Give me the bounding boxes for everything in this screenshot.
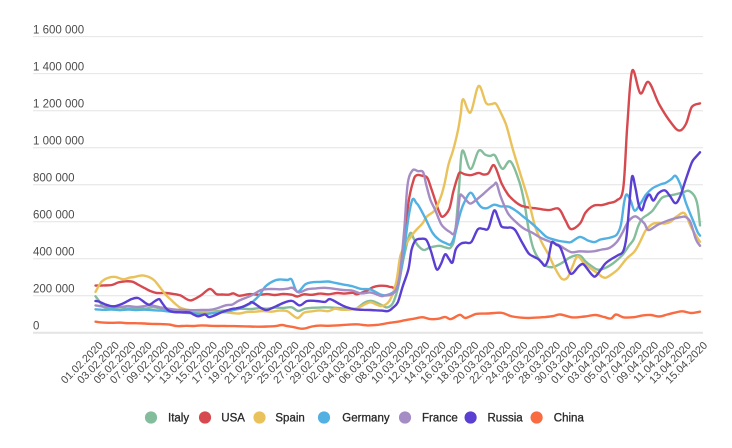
svg-text:1 200 000: 1 200 000 xyxy=(33,99,84,111)
svg-text:Germany: Germany xyxy=(342,413,390,425)
svg-text:Spain: Spain xyxy=(275,413,304,425)
svg-text:0: 0 xyxy=(33,321,39,333)
svg-text:1 400 000: 1 400 000 xyxy=(33,61,84,73)
svg-text:200 000: 200 000 xyxy=(33,284,75,296)
svg-text:Russia: Russia xyxy=(488,413,524,425)
svg-text:Italy: Italy xyxy=(168,413,189,425)
svg-text:China: China xyxy=(554,413,585,425)
svg-text:France: France xyxy=(422,413,458,425)
svg-text:600 000: 600 000 xyxy=(33,210,75,222)
svg-text:1 000 000: 1 000 000 xyxy=(33,136,84,148)
svg-text:800 000: 800 000 xyxy=(33,173,75,185)
svg-text:400 000: 400 000 xyxy=(33,247,75,259)
svg-text:1 600 000: 1 600 000 xyxy=(33,24,84,36)
svg-text:USA: USA xyxy=(221,413,245,425)
